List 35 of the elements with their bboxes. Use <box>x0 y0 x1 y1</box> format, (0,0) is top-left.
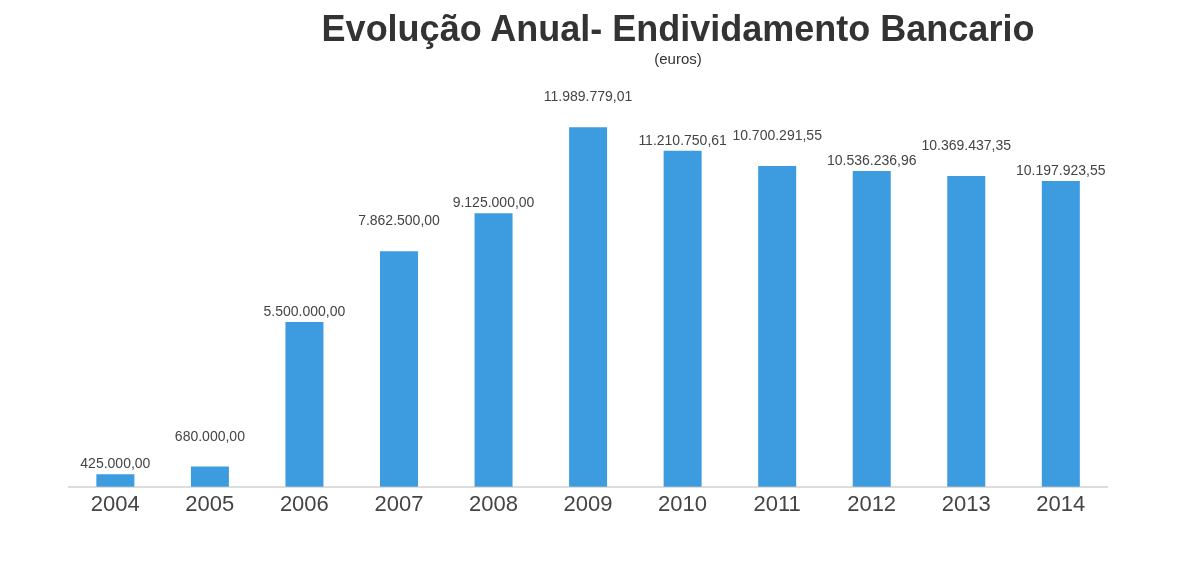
bar <box>947 175 986 487</box>
data-label: 10.536.236,96 <box>826 151 917 168</box>
bar <box>852 170 891 487</box>
data-label: 425.000,00 <box>80 455 151 472</box>
data-label: 11.989.779,01 <box>543 88 633 105</box>
data-label: 10.369.437,35 <box>921 136 1012 153</box>
bar <box>1041 181 1080 487</box>
x-tick-label: 2006 <box>279 490 329 516</box>
bar <box>190 466 229 487</box>
data-label: 11.210.750,61 <box>638 131 728 148</box>
bar <box>663 150 702 487</box>
chart-title: Evolução Anual- Endividamento Bancario <box>320 8 1036 50</box>
bar <box>380 251 418 487</box>
data-label: 680.000,00 <box>174 427 246 444</box>
data-label: 10.700.291,55 <box>732 126 823 143</box>
bar <box>474 213 513 487</box>
x-tick-label: 2005 <box>185 490 235 516</box>
bar <box>96 474 135 487</box>
x-tick-label: 2010 <box>658 490 708 516</box>
x-tick-label: 2008 <box>468 490 518 516</box>
bar <box>569 127 608 487</box>
x-tick-label: 2004 <box>90 490 140 516</box>
x-tick-label: 2007 <box>374 490 424 516</box>
data-label: 9.125.000,00 <box>452 194 535 211</box>
x-tick-label: 2011 <box>753 490 801 516</box>
x-tick-label: 2009 <box>563 490 613 516</box>
data-label: 7.862.500,00 <box>358 212 441 229</box>
data-label: 10.197.923,55 <box>1016 162 1106 179</box>
bar <box>285 322 324 487</box>
x-tick-label: 2014 <box>1036 490 1086 516</box>
chart-subtitle: (euros) <box>653 50 703 67</box>
data-label: 5.500.000,00 <box>263 303 346 319</box>
x-tick-label: 2013 <box>941 490 991 516</box>
x-tick-label: 2012 <box>847 490 897 516</box>
bar <box>758 165 797 487</box>
